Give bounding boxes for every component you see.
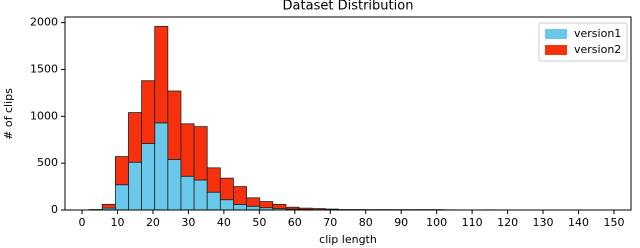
- x-tick-label: 150: [603, 216, 624, 229]
- legend-swatch: [545, 45, 567, 55]
- y-tick-label: 1000: [30, 109, 58, 122]
- bar: [298, 207, 313, 210]
- bar: [141, 80, 156, 144]
- bar: [167, 90, 182, 160]
- bar: [180, 123, 195, 177]
- bar: [233, 186, 247, 205]
- bar: [219, 177, 234, 201]
- x-tick-label: 120: [497, 216, 518, 229]
- x-tick-label: 80: [359, 216, 373, 229]
- bar: [285, 206, 300, 210]
- legend-label: version2: [574, 43, 621, 56]
- bar: [141, 143, 156, 211]
- bar: [180, 175, 195, 211]
- x-tick-label: 100: [426, 216, 447, 229]
- bar: [101, 203, 116, 209]
- bar: [206, 191, 221, 211]
- x-axis-label: clip length: [319, 233, 377, 246]
- bar: [259, 201, 274, 209]
- legend-label: version1: [574, 27, 621, 40]
- bar: [193, 126, 208, 181]
- bar: [167, 159, 182, 211]
- x-tick-label: 140: [568, 216, 589, 229]
- x-tick-label: 130: [533, 216, 554, 229]
- bar: [219, 199, 234, 211]
- bar: [154, 25, 169, 124]
- bar: [233, 203, 247, 211]
- bar: [128, 161, 143, 211]
- bar: [246, 197, 261, 207]
- x-tick-label: 60: [288, 216, 302, 229]
- y-tick-label: 500: [37, 156, 58, 169]
- plot-frame: [64, 16, 632, 211]
- x-tick-label: 20: [146, 216, 160, 229]
- x-tick-label: 40: [217, 216, 231, 229]
- bar: [193, 179, 208, 211]
- x-tick-label: 90: [394, 216, 408, 229]
- chart-title: Dataset Distribution: [283, 0, 414, 14]
- bar: [246, 205, 261, 211]
- bar: [114, 156, 129, 186]
- bar: [154, 122, 169, 211]
- y-axis-label: # of clips: [2, 88, 15, 140]
- x-tick-label: 10: [110, 216, 124, 229]
- bar: [114, 184, 129, 211]
- bar: [272, 203, 287, 209]
- x-tick-label: 0: [79, 216, 86, 229]
- y-tick-label: 1500: [30, 62, 58, 75]
- x-tick-label: 30: [181, 216, 195, 229]
- bar: [206, 167, 221, 193]
- y-tick-label: 2000: [30, 16, 58, 29]
- y-tick-label: 0: [51, 203, 58, 216]
- x-tick-label: 70: [323, 216, 337, 229]
- bar: [128, 112, 143, 163]
- x-tick-label: 110: [462, 216, 483, 229]
- x-tick-label: 50: [252, 216, 266, 229]
- legend-swatch: [545, 29, 567, 39]
